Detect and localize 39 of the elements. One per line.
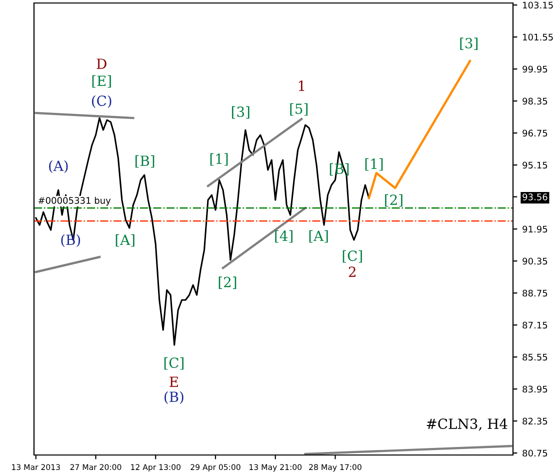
y-tick-label: 87.15 xyxy=(522,322,548,329)
annotation: [C] xyxy=(164,357,184,370)
annotation: [4] xyxy=(275,230,292,243)
annotation: [A] xyxy=(309,230,328,243)
annotation: [1] xyxy=(210,153,228,166)
y-tick-label: 101.55 xyxy=(523,34,553,41)
y-tick-label: 93.56 xyxy=(522,194,548,200)
annotation: (A) xyxy=(49,160,68,173)
annotation: D xyxy=(96,58,106,69)
ref-line-label: #00005331 buy xyxy=(38,196,111,206)
y-tick-label: 88.75 xyxy=(522,290,548,297)
annotation: (B) xyxy=(164,391,184,404)
y-tick-label: 96.75 xyxy=(522,130,548,137)
annotation: [3] xyxy=(460,38,478,50)
annotation: 2 xyxy=(348,266,356,277)
y-tick-label: 80.75 xyxy=(522,450,548,457)
y-tick-label: 99.95 xyxy=(522,66,548,73)
annotation: [2] xyxy=(218,276,236,289)
y-tick-label: 82.35 xyxy=(522,418,548,425)
annotation: E xyxy=(170,376,178,387)
annotation: [A] xyxy=(116,234,134,247)
y-tick-label: 91.95 xyxy=(522,226,548,233)
y-tick-label: 103.15 xyxy=(523,2,553,9)
y-tick-label: 98.35 xyxy=(522,98,548,105)
annotation: [1] xyxy=(365,158,383,171)
y-tick-label: 95.15 xyxy=(522,162,548,169)
annotation: [2] xyxy=(385,194,402,207)
annotation: [E] xyxy=(92,75,111,88)
annotation: [3] xyxy=(232,106,250,119)
annotation: (C) xyxy=(92,95,112,108)
annotation: 1 xyxy=(298,80,304,91)
y-tick-label: 83.95 xyxy=(522,386,548,393)
y-tick-label: 90.35 xyxy=(522,258,548,265)
annotation: #CLN3, H4 xyxy=(426,418,508,431)
annotation: [B] xyxy=(136,155,154,168)
annotation: [C] xyxy=(342,250,362,263)
y-tick-label: 85.55 xyxy=(522,354,548,361)
annotation: (B) xyxy=(61,234,80,247)
annotation: [5] xyxy=(290,103,308,116)
